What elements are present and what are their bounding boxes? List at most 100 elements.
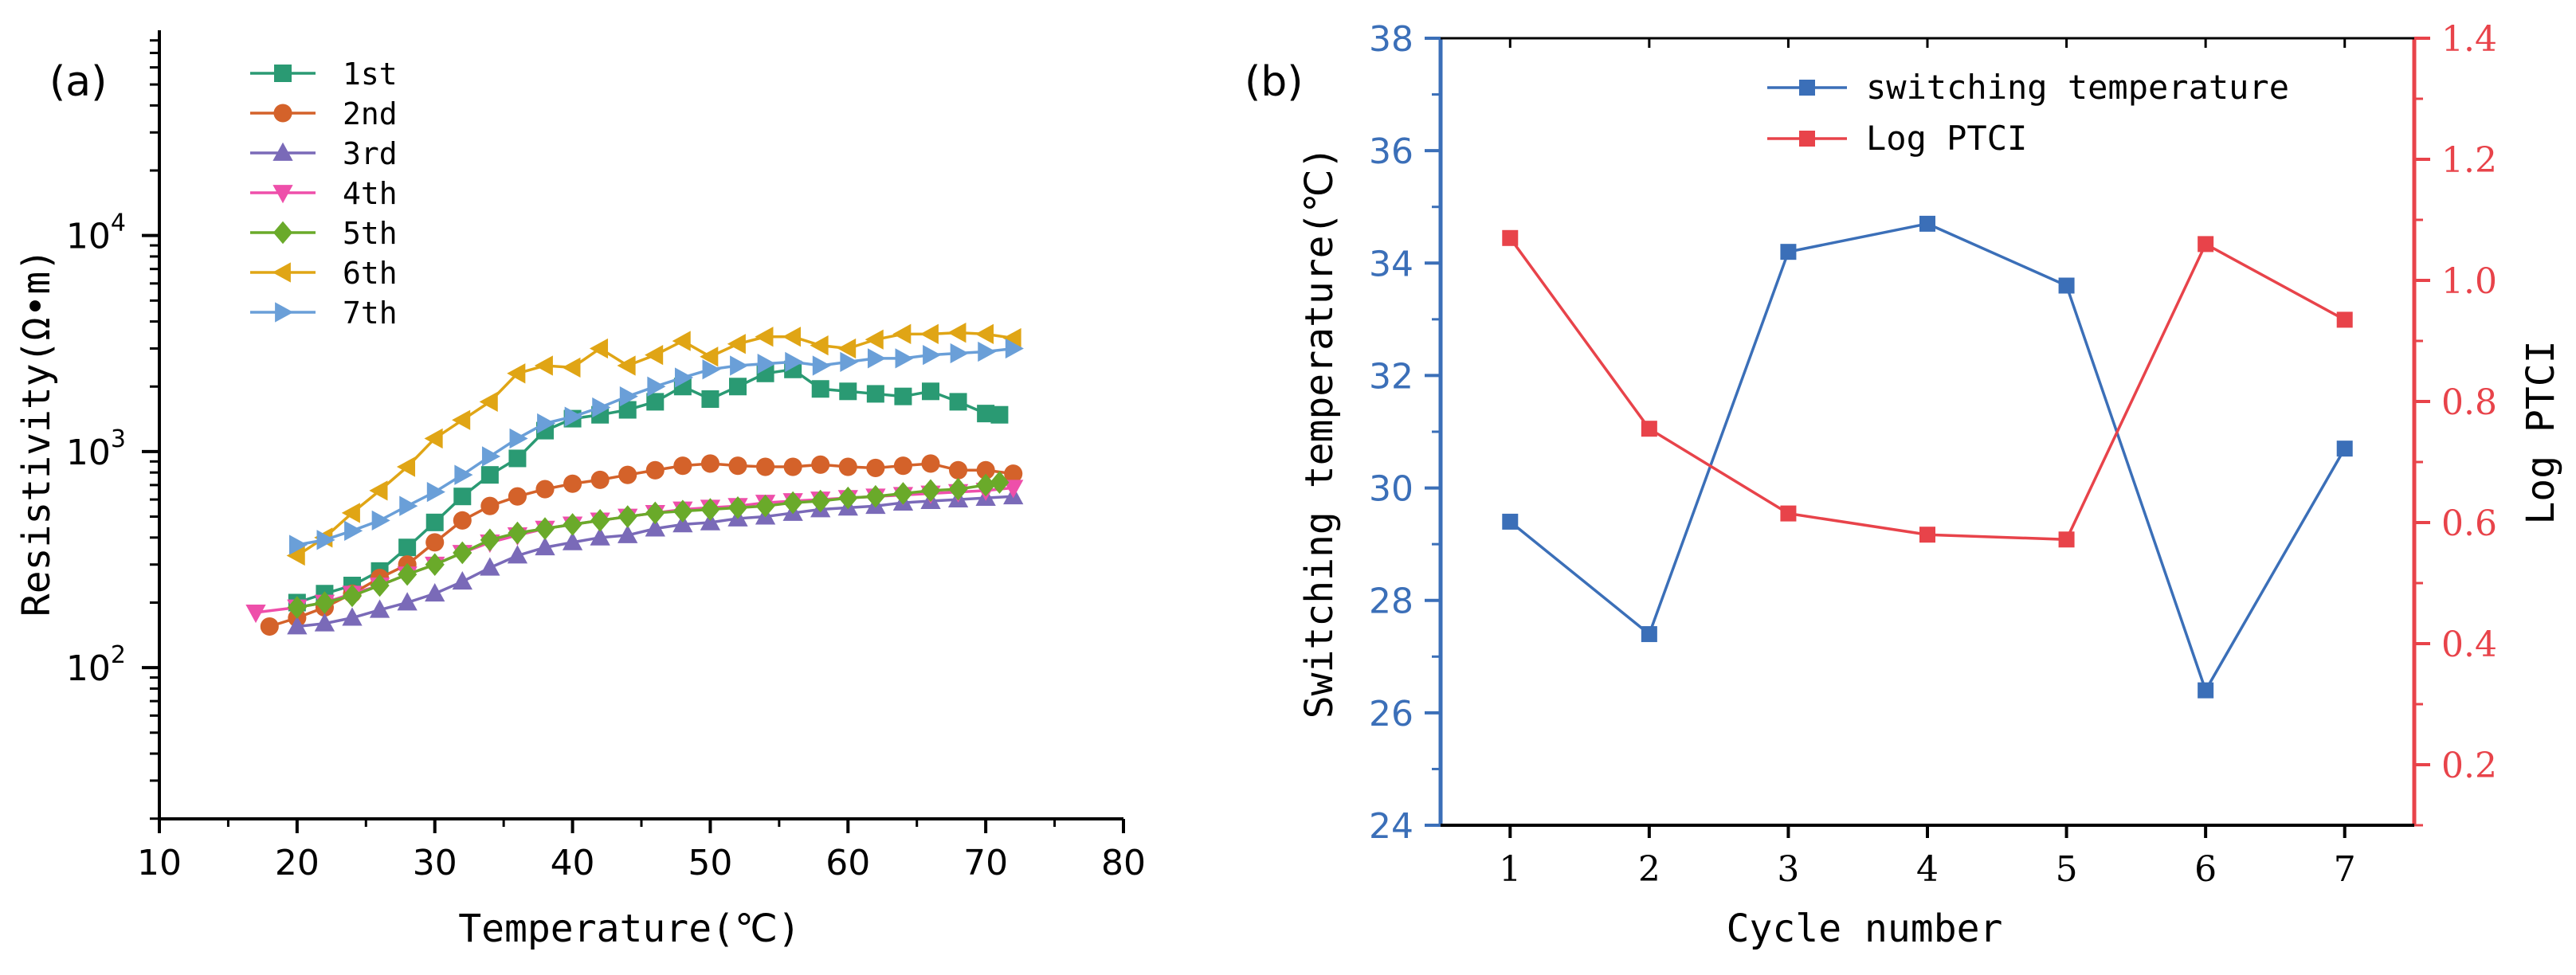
- series-switching-temperature: [1502, 215, 2353, 699]
- panel-a-x-tick-label: 40: [551, 843, 595, 883]
- panel-b-right-y-tick-label: 0.8: [2441, 382, 2497, 423]
- panel-b-left-y-tick-label: 30: [1369, 469, 1413, 510]
- data-point-5th: [287, 596, 307, 619]
- data-point-6th: [534, 355, 553, 376]
- data-point-2nd: [700, 454, 719, 473]
- data-point-6th: [810, 335, 829, 356]
- data-point-7th: [702, 359, 721, 380]
- data-point-3rd: [590, 527, 610, 546]
- panel-b-left-y-tick-label: 36: [1369, 131, 1413, 172]
- legend-label: Log PTCI: [1866, 119, 2027, 158]
- data-point-7th: [564, 406, 583, 427]
- data-point: [1780, 505, 1797, 522]
- data-point-6th: [479, 391, 498, 413]
- panel-b-left-y-tick-label: 32: [1369, 356, 1413, 397]
- data-point-6th: [507, 363, 526, 384]
- data-point-1st: [866, 385, 884, 403]
- panel-b-y-axis-title-right: Log PTCI: [2519, 340, 2563, 524]
- data-point-7th: [978, 341, 997, 362]
- data-point-5th: [783, 491, 803, 515]
- data-point-5th: [563, 513, 582, 536]
- data-point: [2336, 311, 2353, 328]
- data-point-2nd: [260, 617, 279, 636]
- data-point-5th: [315, 591, 335, 614]
- data-point-5th: [618, 505, 637, 528]
- legend-marker-4th: [272, 185, 293, 204]
- panel-b-x-tick-label: 7: [2334, 849, 2356, 890]
- data-point-2nd: [425, 533, 445, 552]
- data-point-2nd: [976, 460, 995, 480]
- panel-a-x-tick-label: 80: [1101, 843, 1146, 883]
- data-point-6th: [892, 323, 912, 344]
- data-point-5th: [865, 484, 885, 508]
- data-point-3rd: [535, 537, 555, 556]
- data-point-5th: [755, 494, 775, 518]
- data-point: [2058, 277, 2075, 294]
- data-point-7th: [730, 355, 749, 376]
- panel-a-x-tick-label: 50: [688, 843, 732, 883]
- legend-marker-7th: [275, 302, 294, 323]
- series-log-ptci: [1502, 229, 2353, 548]
- data-point-2nd: [508, 487, 527, 506]
- legend-marker-3rd: [272, 142, 293, 161]
- panel-b-right-y-tick-label: 0.4: [2441, 625, 2497, 665]
- data-point-3rd: [314, 613, 335, 632]
- legend-label: switching temperature: [1866, 68, 2289, 107]
- data-point-7th: [867, 348, 887, 369]
- data-point-5th: [342, 584, 363, 608]
- data-point: [2198, 236, 2214, 253]
- panel-b-x-tick-label: 5: [2056, 849, 2078, 890]
- panel-b-switching-chart: (b) 1 2 3 4 5 6 724262830323436380.20.40.60.81…: [1245, 19, 2563, 951]
- data-point-2nd: [893, 456, 912, 476]
- data-point-5th: [700, 498, 720, 521]
- data-point-7th: [399, 495, 418, 516]
- legend-marker-1st: [274, 65, 292, 82]
- data-point: [1919, 215, 1935, 232]
- series-1st: [288, 360, 1009, 612]
- data-point-6th: [617, 355, 636, 376]
- legend-marker-2nd: [273, 104, 292, 123]
- data-point-5th: [838, 486, 858, 510]
- panel-b-left-y-tick-label: 26: [1369, 694, 1413, 734]
- data-point-7th: [344, 520, 363, 541]
- data-point-2nd: [811, 455, 830, 474]
- data-point-6th: [782, 327, 802, 347]
- data-point-3rd: [397, 592, 418, 611]
- panel-a-y-tick-label: 104: [66, 209, 126, 257]
- data-point-1st: [894, 387, 912, 405]
- legend-label-2nd: 2nd: [343, 96, 398, 131]
- panel-a-x-tick-label: 30: [413, 843, 457, 883]
- data-point-7th: [509, 428, 528, 449]
- data-point: [2058, 531, 2075, 548]
- data-point-6th: [341, 503, 360, 523]
- panel-a-y-tick-label: 102: [66, 641, 126, 689]
- data-point-5th: [976, 473, 996, 497]
- data-point-2nd: [480, 496, 500, 515]
- data-point-3rd: [342, 607, 363, 626]
- data-point: [1502, 229, 1519, 246]
- data-point-7th: [371, 510, 390, 531]
- data-point-1st: [453, 487, 472, 506]
- data-point-3rd: [645, 518, 665, 537]
- data-point-5th: [425, 553, 445, 577]
- panel-b-x-tick-label: 6: [2194, 849, 2217, 890]
- panel-b-left-y-tick-label: 24: [1369, 806, 1413, 847]
- data-point-7th: [647, 376, 666, 397]
- data-point-5th: [370, 574, 390, 597]
- data-point-3rd: [700, 511, 721, 531]
- panel-b-x-tick-label: 4: [1916, 849, 1939, 890]
- data-point-2nd: [563, 474, 582, 493]
- data-point-7th: [757, 353, 776, 374]
- data-point-1st: [729, 378, 747, 396]
- data-point-3rd: [618, 524, 638, 543]
- data-point-1st: [480, 466, 499, 484]
- data-point: [1780, 244, 1797, 260]
- data-point-6th: [589, 338, 609, 359]
- data-point-3rd: [672, 514, 693, 533]
- data-point-1st: [508, 449, 527, 468]
- panel-a-x-tick-label: 10: [137, 843, 182, 883]
- data-point-2nd: [673, 456, 692, 476]
- data-point-2nd: [645, 460, 665, 480]
- data-point-1st: [425, 513, 444, 531]
- panel-a-x-tick-label: 70: [963, 843, 1008, 883]
